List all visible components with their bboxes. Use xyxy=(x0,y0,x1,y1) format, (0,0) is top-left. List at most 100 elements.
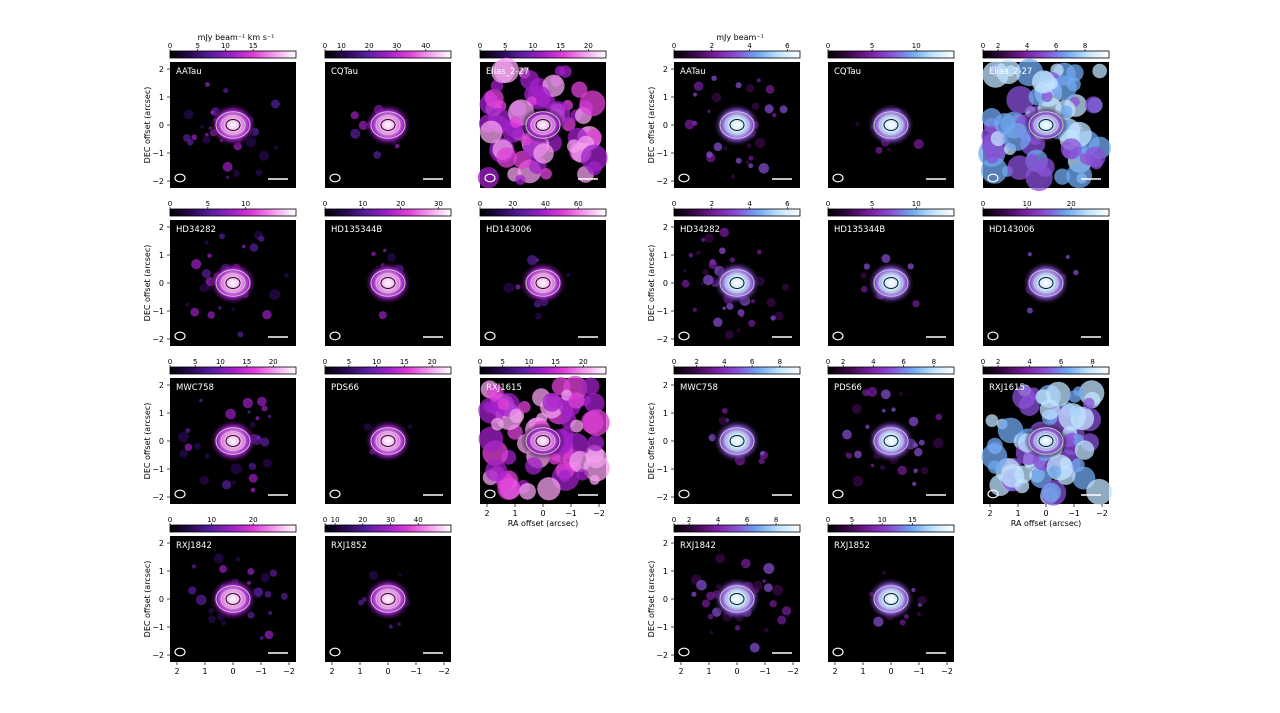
continuum-contour xyxy=(220,431,246,451)
colorbar-tick-label: 0 xyxy=(478,358,482,366)
colorbar-tick-label: 0 xyxy=(672,42,676,50)
emission-blob xyxy=(1025,163,1053,192)
y-tick-label: −1 xyxy=(656,623,668,632)
colorbar-tick-label: 40 xyxy=(541,200,550,208)
colorbar-tick-label: 6 xyxy=(901,358,906,366)
continuum-contour xyxy=(375,589,401,609)
noise-blob xyxy=(763,563,775,574)
noise-blob xyxy=(917,595,927,605)
continuum-contour xyxy=(724,589,750,609)
colorbar-tick-label: 30 xyxy=(434,200,443,208)
noise-blob xyxy=(191,134,198,141)
noise-blob xyxy=(758,458,765,465)
y-tick-label: −2 xyxy=(656,651,668,660)
colorbar-tick-label: 2 xyxy=(710,42,714,50)
noise-blob xyxy=(758,163,770,174)
noise-blob xyxy=(179,449,188,458)
y-tick-label: 2 xyxy=(663,223,668,232)
colorbar-tick-label: 4 xyxy=(722,358,727,366)
noise-blob xyxy=(863,263,870,270)
emission-core xyxy=(364,103,412,147)
noise-blob xyxy=(700,237,706,242)
emission-core xyxy=(713,103,761,147)
noise-blob xyxy=(897,465,907,476)
noise-blob xyxy=(566,272,571,277)
noise-blob xyxy=(770,315,776,321)
noise-blob xyxy=(741,558,751,569)
x-tick-label: −2 xyxy=(1096,509,1108,518)
y-tick-label: −1 xyxy=(656,465,668,474)
y-tick-label: 1 xyxy=(159,567,164,576)
emission-core xyxy=(521,423,565,459)
beam-ellipse xyxy=(678,647,690,657)
noise-blob xyxy=(846,452,853,459)
colorbar-tick-label: 0 xyxy=(323,516,327,524)
x-tick-label: 0 xyxy=(1043,509,1048,518)
noise-blob xyxy=(503,282,515,293)
beam-ellipse xyxy=(832,173,844,183)
x-tick-label: 0 xyxy=(230,667,235,676)
emission-core xyxy=(867,261,915,305)
noise-blob xyxy=(1027,252,1032,257)
emission-blob xyxy=(1048,465,1062,479)
emission-blob xyxy=(1092,63,1107,79)
emission-blob xyxy=(478,426,504,452)
continuum-contour xyxy=(729,277,745,289)
noise-blob xyxy=(230,463,242,475)
noise-blob xyxy=(693,92,698,97)
emission-blob xyxy=(1086,478,1113,505)
emission-blob xyxy=(518,401,531,414)
y-axis-label: DEC offset (arcsec) xyxy=(143,87,152,164)
noise-blob xyxy=(722,306,726,310)
colorbar-tick-label: 10 xyxy=(525,358,534,366)
target-name: RXJ1615 xyxy=(486,383,522,393)
colorbar-tick-label: 20 xyxy=(428,358,437,366)
noise-blob xyxy=(769,600,777,608)
y-tick-label: 0 xyxy=(159,279,164,288)
noise-blob xyxy=(191,564,197,569)
noise-blob xyxy=(708,260,718,270)
noise-blob xyxy=(875,146,883,154)
continuum-contour xyxy=(719,111,755,139)
noise-blob xyxy=(182,134,191,142)
noise-blob xyxy=(191,258,202,270)
emission-blob xyxy=(477,167,500,189)
continuum-contour xyxy=(380,593,396,605)
noise-blob xyxy=(881,254,891,264)
map-panel-hd135344b: 0 5 10 HD135344B xyxy=(826,200,955,346)
map-panel-pds66: 0 5 10 15 20 PDS66 xyxy=(323,358,452,504)
noise-blob xyxy=(719,227,729,238)
y-axis-label: DEC offset (arcsec) xyxy=(143,403,152,480)
noise-blob xyxy=(398,572,402,577)
emission-blob xyxy=(509,408,525,424)
noise-blob xyxy=(913,139,924,150)
noise-blob xyxy=(860,272,868,279)
continuum-contour xyxy=(729,435,745,447)
emission-blob xyxy=(580,144,608,172)
noise-blob xyxy=(188,586,197,595)
x-tick-label: 2 xyxy=(484,509,489,518)
noise-blob xyxy=(870,463,875,468)
noise-blob xyxy=(255,416,260,421)
noise-blob xyxy=(222,161,233,172)
target-name: RXJ1852 xyxy=(834,541,870,551)
colorbar xyxy=(479,208,607,217)
y-tick-label: −1 xyxy=(152,307,164,316)
continuum-contour xyxy=(375,115,401,135)
colorbar-tick-label: 5 xyxy=(500,358,504,366)
colorbar-tick-label: 0 xyxy=(168,358,172,366)
emission-core xyxy=(364,261,412,305)
noise-blob xyxy=(730,174,736,179)
colorbar-tick-label: 0 xyxy=(981,358,985,366)
beam-ellipse xyxy=(987,331,999,341)
target-name: CQTau xyxy=(834,67,861,77)
colorbar-tick-label: 8 xyxy=(1090,358,1094,366)
beam-ellipse xyxy=(987,489,999,499)
noise-blob xyxy=(280,592,288,600)
emission-blob xyxy=(1041,91,1053,102)
emission-blob xyxy=(587,434,605,452)
y-tick-label: −2 xyxy=(656,493,668,502)
continuum-contour xyxy=(873,269,909,297)
